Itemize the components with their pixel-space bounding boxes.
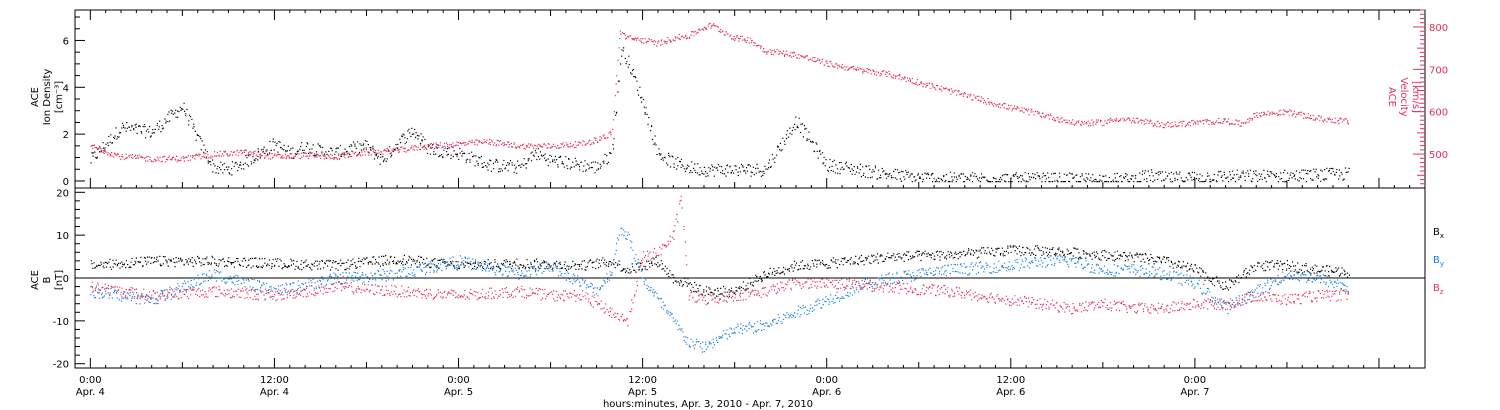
field-tick-label: -10 bbox=[53, 317, 69, 328]
field-tick-label: 0 bbox=[63, 274, 69, 285]
field-axis-label-line1: ACE bbox=[30, 270, 41, 290]
day-tick-label: Apr. 5 bbox=[444, 387, 473, 398]
velocity-tick-label: 600 bbox=[1429, 108, 1448, 119]
time-tick-label: 0:00 bbox=[447, 375, 469, 386]
density-axis-label-line2: Ion Density bbox=[42, 69, 53, 126]
density-tick-label: 6 bbox=[63, 36, 69, 47]
velocity-axis-label-line1: ACE bbox=[1386, 87, 1397, 107]
bz-points bbox=[90, 195, 1349, 327]
field-tick-label: -20 bbox=[53, 360, 69, 371]
day-tick-label: Apr. 5 bbox=[628, 387, 657, 398]
legend-bx: Bx bbox=[1433, 227, 1444, 240]
day-tick-label: Apr. 6 bbox=[812, 387, 841, 398]
density-velocity-panel: 0 2 4 6 500 600 700 800 bbox=[63, 9, 1448, 189]
time-tick-label: 0:00 bbox=[1184, 375, 1206, 386]
density-axis-label-line1: ACE bbox=[30, 87, 41, 107]
bz-series bbox=[90, 195, 1349, 327]
density-tick-label: 4 bbox=[63, 83, 69, 94]
velocity-tick-label: 700 bbox=[1429, 65, 1448, 76]
density-panel-frame bbox=[74, 9, 1426, 189]
magnetic-field-panel: -20 -10 0 10 20 Bx By Bz bbox=[53, 187, 1444, 371]
day-tick-label: Apr. 7 bbox=[1180, 387, 1209, 398]
density-axis-label-line3: [cm⁻³] bbox=[54, 81, 65, 113]
density-points bbox=[90, 47, 1350, 183]
density-tick-label: 2 bbox=[63, 130, 69, 141]
x-axis-title: hours:minutes, Apr. 3, 2010 - Apr. 7, 20… bbox=[603, 399, 813, 410]
bx-points bbox=[90, 245, 1351, 297]
velocity-axis-label-line2: Velocity bbox=[1398, 77, 1409, 116]
density-series bbox=[90, 47, 1350, 183]
by-series bbox=[90, 227, 1349, 353]
legend-bz: Bz bbox=[1433, 283, 1444, 296]
field-tick-label: 10 bbox=[56, 231, 69, 242]
bx-series bbox=[90, 245, 1351, 297]
time-tick-label: 0:00 bbox=[815, 375, 837, 386]
velocity-tick-label: 500 bbox=[1429, 150, 1448, 161]
velocity-tick-label: 800 bbox=[1429, 23, 1448, 34]
field-axis-label-line2: B bbox=[42, 276, 53, 283]
time-tick-label: 0:00 bbox=[79, 375, 101, 386]
time-tick-label: 12:00 bbox=[628, 375, 657, 386]
time-tick-label: 12:00 bbox=[996, 375, 1025, 386]
density-tick-label: 0 bbox=[63, 177, 69, 188]
velocity-axis-label-line3: [km/s] bbox=[1410, 81, 1421, 113]
field-tick-label: 20 bbox=[56, 188, 69, 199]
field-axis-label-line3: [nT] bbox=[54, 270, 65, 290]
day-tick-label: Apr. 6 bbox=[996, 387, 1025, 398]
legend-by: By bbox=[1433, 255, 1444, 268]
time-tick-label: 12:00 bbox=[260, 375, 289, 386]
day-tick-label: Apr. 4 bbox=[76, 387, 105, 398]
day-tick-label: Apr. 4 bbox=[260, 387, 289, 398]
by-points bbox=[90, 227, 1349, 353]
